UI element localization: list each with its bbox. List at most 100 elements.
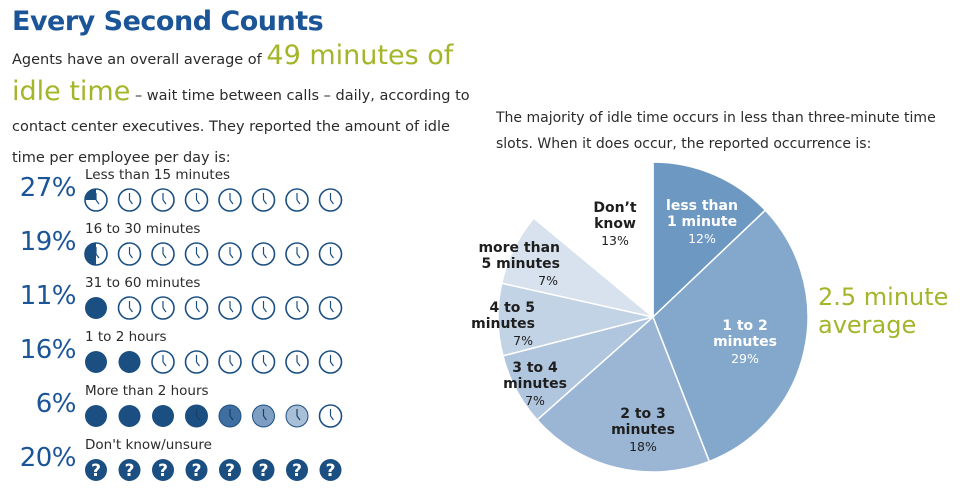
clock-icon: [84, 242, 108, 266]
clock-icon: [118, 351, 141, 373]
pie-value-label: 7%: [538, 273, 558, 288]
pie-slice-label: 4 to 5 minutes: [471, 300, 535, 332]
row-percent: 20%: [19, 443, 77, 473]
svg-text:?: ?: [125, 461, 135, 481]
clock-icon-row: [84, 187, 374, 215]
pie-slice-label: 1 to 2 minutes: [713, 318, 777, 350]
row-label: Don't know/unsure: [85, 437, 212, 453]
idle-row: 27% Less than 15 minutes: [10, 165, 480, 215]
clock-icon: [252, 404, 275, 428]
svg-text:?: ?: [91, 461, 101, 481]
pie-slice: [532, 161, 654, 319]
clock-icon: [117, 242, 142, 266]
clock-icon: [85, 297, 107, 319]
pie-slice-label: 3 to 4 minutes: [503, 360, 567, 392]
clock-icon: [118, 405, 141, 427]
pie-value-label: 29%: [731, 351, 759, 366]
average-annotation: 2.5 minute average: [818, 283, 949, 339]
pie-caption: The majority of idle time occurs in less…: [496, 110, 936, 152]
svg-text:?: ?: [326, 461, 336, 481]
row-percent: 11%: [19, 281, 77, 311]
clock-icon: [285, 242, 309, 266]
clock-icon: [218, 350, 242, 374]
row-label: 31 to 60 minutes: [85, 275, 201, 291]
pie-value-label: 7%: [513, 333, 533, 348]
pie-slice-label: more than 5 minutes: [478, 240, 560, 272]
row-label: More than 2 hours: [85, 383, 209, 399]
intro-text-start: Agents have an overall average of: [12, 52, 267, 68]
clock-icon: [285, 350, 309, 374]
pie-slice: [536, 315, 711, 473]
clock-icon: [184, 242, 209, 266]
question-icon: ?: [286, 459, 308, 481]
row-label: Less than 15 minutes: [85, 167, 231, 183]
clock-icon: [218, 404, 242, 428]
question-icon: ?: [219, 459, 241, 481]
intro-highlight: 49 minutes of idle time: [12, 40, 454, 107]
question-icon: ?: [152, 459, 174, 481]
clock-icon: [218, 296, 242, 320]
row-percent: 6%: [35, 389, 77, 419]
clock-icon: [318, 188, 343, 212]
question-icon: ?: [185, 459, 208, 481]
clock-icon-row: [84, 241, 374, 269]
pie-value-label: 18%: [629, 439, 657, 454]
intro-paragraph: Agents have an overall average of 49 min…: [12, 40, 482, 174]
intro-text-end: – wait time between calls – daily, accor…: [12, 88, 470, 166]
clock-icon: [184, 350, 209, 374]
question-icon: ?: [85, 459, 107, 481]
clock-icon-row: [84, 349, 374, 377]
clock-icon-row: [84, 403, 374, 431]
question-icon-row: ????????: [84, 457, 374, 485]
clock-icon: [318, 296, 343, 320]
clock-icon: [218, 242, 242, 266]
clock-icon: [85, 405, 107, 427]
idle-row: 16% 1 to 2 hours: [10, 327, 480, 377]
pie-value-label: 12%: [688, 231, 716, 246]
clock-icon: [285, 296, 309, 320]
clock-icon: [151, 350, 175, 374]
clock-icon: [152, 405, 174, 427]
clock-icon: [185, 404, 208, 428]
clock-icon: [151, 296, 175, 320]
pie-slice-label: 2 to 3 minutes: [611, 406, 675, 438]
idle-row: 6% More than 2 hours: [10, 381, 480, 431]
pie-slice-label: less than 1 minute: [666, 198, 738, 230]
row-label: 1 to 2 hours: [85, 329, 167, 345]
row-percent: 19%: [19, 227, 77, 257]
idle-row: 11% 31 to 60 minutes: [10, 273, 480, 323]
clock-icon: [117, 188, 142, 212]
clock-icon: [318, 404, 343, 428]
svg-text:?: ?: [292, 461, 302, 481]
question-icon: ?: [319, 459, 342, 481]
pie-slice: [652, 209, 809, 463]
pie-value-label: 13%: [601, 233, 629, 248]
clock-icon: [285, 188, 309, 212]
pie-slice-label: Don’t know: [593, 200, 637, 232]
svg-text:?: ?: [259, 461, 269, 481]
row-percent: 27%: [19, 173, 77, 203]
svg-text:?: ?: [158, 461, 168, 481]
clock-icon: [318, 242, 343, 266]
clock-icon: [251, 188, 276, 212]
clock-icon: [251, 296, 276, 320]
clock-icon: [85, 351, 107, 373]
idle-time-rows: 27% Less than 15 minutes 19% 16 to 30 mi…: [10, 165, 480, 485]
clock-icon: [318, 350, 343, 374]
clock-icon: [117, 296, 142, 320]
clock-icon: [151, 188, 175, 212]
clock-icon: [218, 188, 242, 212]
idle-row: 19% 16 to 30 minutes: [10, 219, 480, 269]
clock-icon: [285, 404, 309, 428]
question-icon: ?: [252, 459, 275, 481]
clock-icon-row: [84, 295, 374, 323]
clock-icon: [184, 296, 209, 320]
clock-icon: [151, 242, 175, 266]
clock-icon: [184, 188, 209, 212]
question-icon: ?: [118, 459, 141, 481]
row-label: 16 to 30 minutes: [85, 221, 201, 237]
pie-slice: [652, 161, 767, 319]
clock-icon: [84, 188, 108, 212]
svg-text:?: ?: [192, 461, 202, 481]
